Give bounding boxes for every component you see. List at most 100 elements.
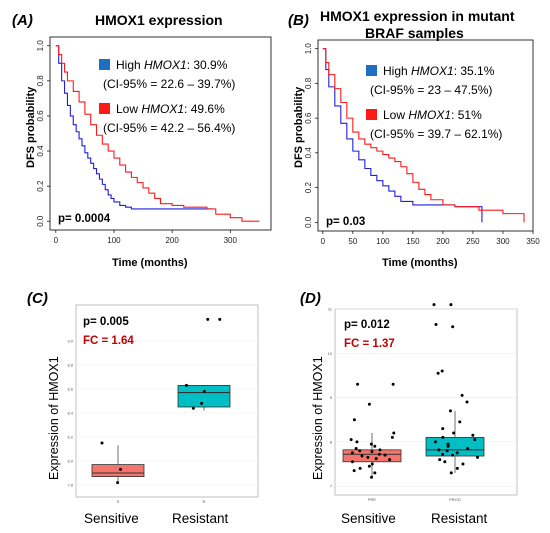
- panel-a-legend: High HMOX1: 30.9%(CI-95% = 22.6 – 39.7%)…: [99, 58, 235, 135]
- panel-b-xlabel: Time (months): [382, 257, 458, 269]
- sensitive-data-point: [390, 435, 394, 439]
- resistant-data-point: [441, 452, 445, 456]
- y-tick-label: 8.8: [67, 363, 73, 368]
- resistant-data-point: [206, 317, 210, 321]
- resistant-data-point: [455, 466, 459, 470]
- x-tick-label: R: [203, 499, 206, 504]
- legend-high-ci: (CI-95% = 22.6 – 39.7%): [103, 77, 235, 91]
- legend-high-prefix: High: [383, 64, 411, 78]
- panel-c-label: (C): [27, 290, 48, 307]
- legend-low-swatch: [366, 109, 377, 120]
- panel-a-pvalue: p= 0.0004: [58, 213, 111, 225]
- panel-a-label: (A): [12, 12, 33, 29]
- panel-d-ylabel: Expression of HMOX1: [311, 356, 325, 480]
- sensitive-data-point: [354, 447, 358, 450]
- x-tick-label: 350: [526, 237, 540, 246]
- y-tick-label: 0.0: [36, 215, 45, 227]
- y-tick-label: 10: [328, 351, 333, 356]
- sensitive-data-point: [355, 440, 359, 444]
- x-tick-label: 150: [406, 237, 420, 246]
- resistant-data-point: [466, 447, 470, 450]
- sensitive-data-point: [116, 481, 120, 485]
- panel-b-plot-frame: [317, 39, 534, 232]
- sensitive-data-point: [370, 462, 374, 466]
- x-tick-label: 0: [321, 237, 326, 246]
- legend-low-gene: HMOX1: [141, 102, 184, 116]
- sensitive-data-point: [360, 454, 364, 458]
- panel-b: (B) HMOX1 expression in mutant BRAF samp…: [288, 8, 540, 269]
- x-tick-label: S: [117, 499, 120, 504]
- y-tick-label: 8.6: [67, 387, 73, 392]
- y-tick-label: 8.0: [67, 459, 73, 464]
- sensitive-data-point: [352, 418, 356, 422]
- resistant-data-point: [438, 458, 442, 462]
- resistant-data-point: [437, 448, 441, 452]
- sensitive-data-point: [373, 471, 377, 475]
- panel-c-boxplot: 7.8 8.0 8.2 8.4 8.6 8.8 9.0 S R: [67, 317, 258, 504]
- sensitive-data-point: [366, 455, 370, 459]
- resistant-data-point: [443, 460, 447, 464]
- sensitive-data-point: [373, 444, 377, 448]
- resistant-data-point: [445, 449, 449, 453]
- panel-d-pvalue: p= 0.012: [344, 319, 390, 331]
- resistant-data-point: [455, 451, 459, 455]
- legend-low-label: Low HMOX1: 51%: [383, 108, 482, 122]
- resistant-data-point: [449, 303, 453, 307]
- panel-a: (A) HMOX1 expression 0.00.20.40.60.81.00…: [12, 12, 272, 269]
- low-expression-curve: [55, 45, 260, 222]
- resistant-data-point: [452, 431, 456, 435]
- resistant-data-point: [433, 440, 437, 444]
- x-tick-label: 100: [107, 236, 121, 245]
- panel-c-fc: FC = 1.64: [83, 335, 134, 347]
- low-expression-curve: [322, 48, 525, 223]
- y-tick-label: 0.2: [36, 180, 45, 192]
- x-tick-label: PROG: [449, 497, 461, 502]
- resistant-data-point: [458, 420, 462, 424]
- y-tick-label: 0.0: [304, 216, 313, 228]
- resistant-box: [177, 384, 231, 408]
- sensitive-data-point: [350, 451, 354, 455]
- legend-high-label: High HMOX1: 35.1%: [383, 64, 495, 78]
- panel-d-boxplot: 7 8 9 10 11 PRE PROG: [328, 303, 517, 502]
- panel-a-curves: [55, 45, 260, 222]
- panel-b-axes: 0.0 0.2 0.4 0.6 0.8 1.0 0 50 100 150 200 250 300 350: [304, 43, 540, 246]
- resistant-data-point: [476, 455, 480, 459]
- legend-low-ci: (CI-95% = 42.2 – 56.4%): [103, 121, 235, 135]
- high-expression-curve: [322, 48, 483, 223]
- y-tick-label: 0.8: [36, 75, 45, 87]
- resistant-data-point: [461, 462, 465, 466]
- y-tick-label: 9.0: [67, 339, 73, 344]
- sensitive-data-point: [349, 438, 353, 442]
- panel-a-title: HMOX1 expression: [95, 12, 223, 28]
- sensitive-data-point: [369, 442, 373, 446]
- resistant-data-point: [460, 393, 464, 397]
- panel-c-ylabel: Expression of HMOX1: [47, 356, 61, 480]
- resistant-data-point: [473, 438, 477, 442]
- resistant-data-point: [191, 406, 195, 410]
- y-tick-label: 0.2: [304, 181, 313, 193]
- sensitive-data-point: [358, 466, 362, 470]
- high-expression-curve: [55, 45, 213, 210]
- resistant-data-point: [432, 303, 436, 307]
- legend-low-value: : 51%: [451, 108, 482, 122]
- legend-low-prefix: Low: [383, 108, 408, 122]
- resistant-data-point: [446, 442, 450, 446]
- y-tick-label: 7: [330, 484, 333, 489]
- y-tick-label: 0.8: [304, 77, 313, 89]
- legend-low-ci: (CI-95% = 39.7 – 62.1%): [370, 127, 502, 141]
- x-tick-label: 300: [496, 237, 510, 246]
- y-tick-label: 7.8: [67, 483, 73, 488]
- sensitive-data-point: [388, 458, 392, 462]
- legend-low-value: : 49.6%: [184, 102, 225, 116]
- sensitive-data-point: [383, 453, 387, 457]
- legend-high-swatch: [99, 59, 110, 70]
- resistant-data-point: [450, 453, 454, 457]
- panel-c-pvalue: p= 0.005: [83, 316, 129, 328]
- y-tick-label: 9: [330, 395, 333, 400]
- legend-high-value: : 35.1%: [454, 64, 495, 78]
- panel-b-pvalue: p= 0.03: [326, 216, 365, 228]
- resistant-data-point: [184, 383, 188, 387]
- resistant-data-point: [436, 371, 440, 375]
- resistant-data-point: [446, 444, 450, 448]
- resistant-data-point: [448, 409, 452, 413]
